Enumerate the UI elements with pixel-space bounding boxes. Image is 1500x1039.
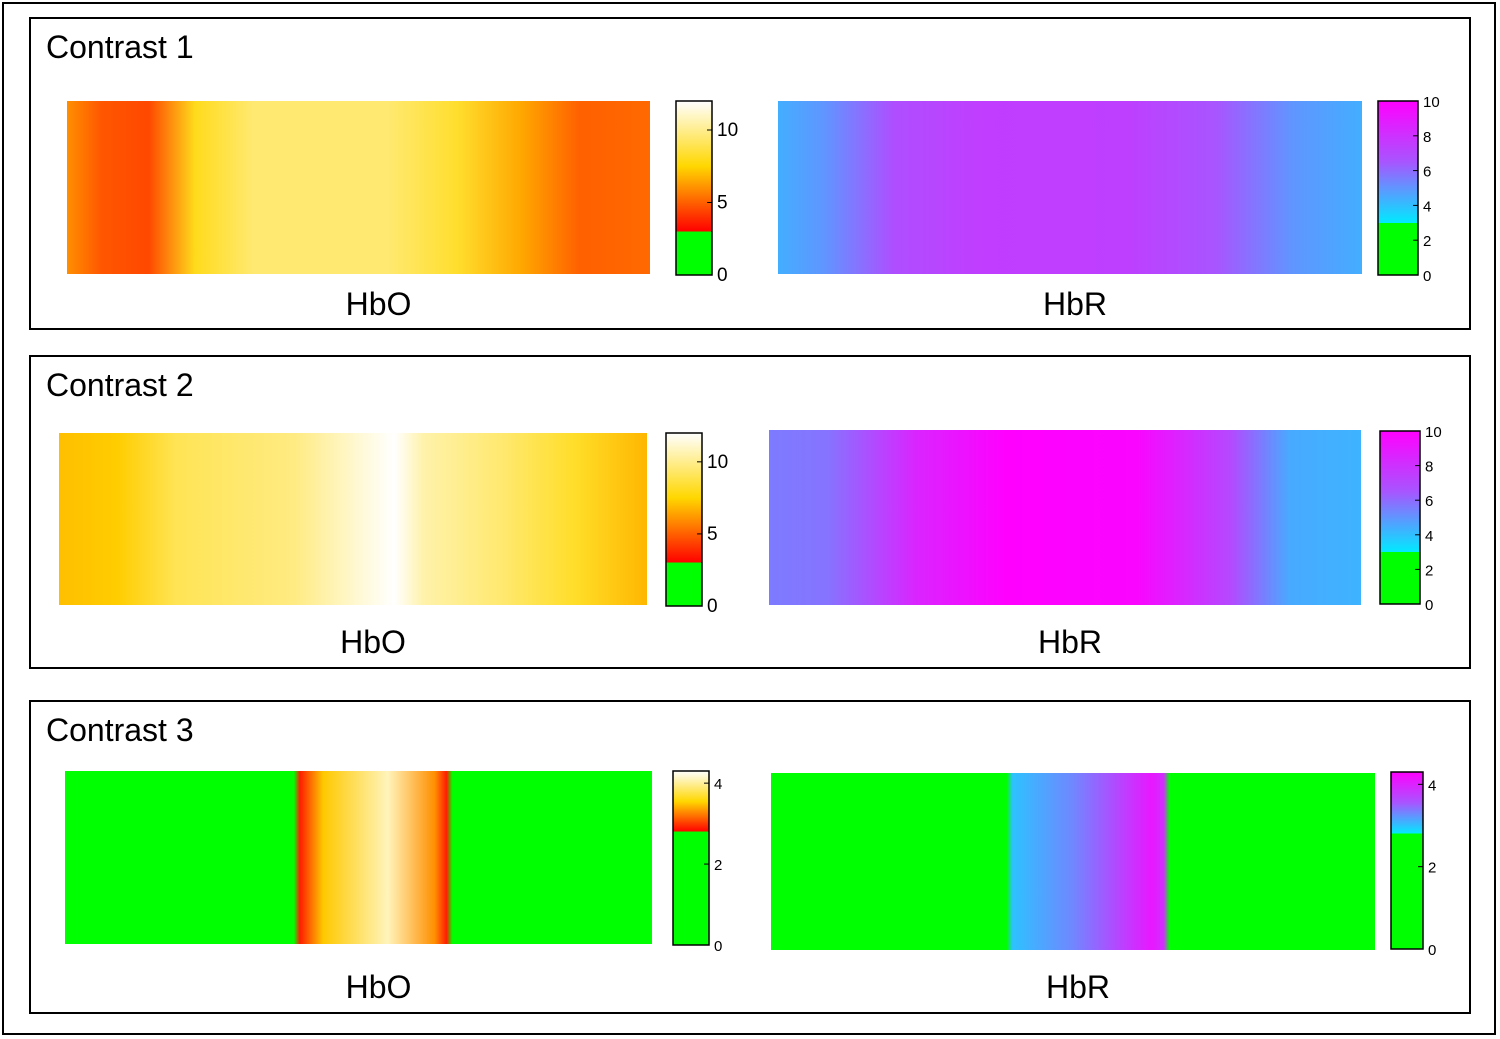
colorbar-tick-label: 5 — [707, 524, 718, 545]
colorbar-tick-label: 10 — [1423, 94, 1440, 111]
panel-border — [29, 17, 1471, 330]
colorbar-tick-label: 2 — [1428, 860, 1436, 877]
hbr-label: HbR — [1046, 969, 1110, 1005]
colorbar-tick-label: 10 — [717, 120, 738, 141]
colorbar-tick-label: 0 — [1423, 268, 1431, 285]
hbo-colorbar — [665, 432, 703, 607]
contrast-panel-3: Contrast 3 4 2 0 HbO 4 2 0 HbR — [29, 700, 1471, 1014]
colorbar-tick-label: 4 — [1428, 777, 1436, 794]
colorbar-tick-label: 4 — [1425, 528, 1433, 545]
panel-border — [29, 355, 1471, 669]
colorbar-tick-label: 10 — [707, 452, 728, 473]
hbr-label: HbR — [1043, 286, 1107, 322]
hbo-colorbar — [672, 770, 710, 946]
colorbar-tick-label: 6 — [1425, 493, 1433, 510]
panel-title: Contrast 1 — [46, 29, 194, 65]
hbo-heatmap-2 — [59, 433, 647, 605]
colorbar-tick-label: 0 — [714, 938, 722, 955]
colorbar-tick-label: 4 — [714, 776, 722, 793]
hbr-colorbar — [1390, 771, 1424, 950]
colorbar-tick-label: 0 — [717, 265, 728, 286]
colorbar-tick-label: 0 — [1425, 597, 1433, 614]
hbo-label: HbO — [346, 286, 412, 322]
colorbar-tick-label: 4 — [1423, 198, 1431, 215]
hbr-colorbar — [1379, 430, 1421, 605]
contrast-panel-2: Contrast 2 10 5 0 HbO 10 8 6 4 2 0 HbR — [29, 355, 1471, 669]
panel-title: Contrast 2 — [46, 367, 194, 403]
hbo-label: HbO — [340, 624, 406, 660]
hbo-label: HbO — [346, 969, 412, 1005]
colorbar-tick-label: 2 — [1423, 233, 1431, 250]
hbr-heatmap-3 — [771, 773, 1375, 950]
colorbar-tick-label: 6 — [1423, 164, 1431, 181]
colorbar-tick-label: 5 — [717, 193, 728, 214]
colorbar-tick-label: 0 — [1428, 942, 1436, 959]
hbr-heatmap-1 — [778, 101, 1362, 274]
hbo-heatmap-3 — [65, 771, 652, 944]
hbo-heatmap-1 — [67, 101, 650, 274]
colorbar-tick-label: 8 — [1425, 459, 1433, 476]
colorbar-tick-label: 2 — [714, 857, 722, 874]
panel-title: Contrast 3 — [46, 712, 194, 748]
hbr-label: HbR — [1038, 624, 1102, 660]
contrast-panel-1: Contrast 1 10 5 0 HbO 10 8 6 4 2 0 HbR — [29, 17, 1471, 330]
colorbar-tick-label: 0 — [707, 596, 718, 617]
colorbar-tick-label: 8 — [1423, 129, 1431, 146]
hbr-colorbar — [1377, 100, 1419, 276]
hbr-heatmap-2 — [769, 430, 1361, 605]
colorbar-tick-label: 10 — [1425, 424, 1442, 441]
panel-border — [29, 700, 1471, 1014]
hbo-colorbar — [675, 100, 713, 276]
colorbar-tick-label: 2 — [1425, 562, 1433, 579]
